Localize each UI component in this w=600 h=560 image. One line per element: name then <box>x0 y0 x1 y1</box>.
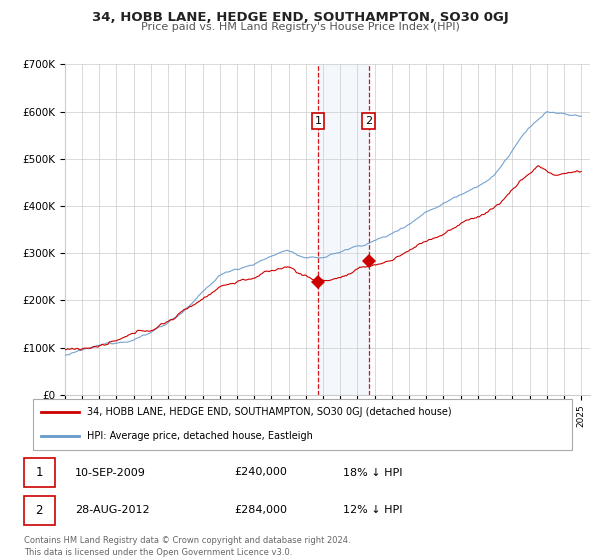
Bar <box>318 64 368 395</box>
Text: 1: 1 <box>314 116 322 126</box>
Text: 2: 2 <box>35 504 43 517</box>
Text: 10-SEP-2009: 10-SEP-2009 <box>75 468 146 478</box>
Text: 2: 2 <box>365 116 372 126</box>
FancyBboxPatch shape <box>33 399 572 450</box>
Text: HPI: Average price, detached house, Eastleigh: HPI: Average price, detached house, East… <box>88 431 313 441</box>
Text: Price paid vs. HM Land Registry's House Price Index (HPI): Price paid vs. HM Land Registry's House … <box>140 22 460 32</box>
Bar <box>24 458 55 487</box>
Text: Contains HM Land Registry data © Crown copyright and database right 2024.
This d: Contains HM Land Registry data © Crown c… <box>24 536 350 557</box>
Text: £284,000: £284,000 <box>235 505 287 515</box>
Text: 18% ↓ HPI: 18% ↓ HPI <box>343 468 403 478</box>
Text: 1: 1 <box>35 466 43 479</box>
Text: 28-AUG-2012: 28-AUG-2012 <box>75 505 149 515</box>
Text: £240,000: £240,000 <box>235 468 287 478</box>
Text: 34, HOBB LANE, HEDGE END, SOUTHAMPTON, SO30 0GJ: 34, HOBB LANE, HEDGE END, SOUTHAMPTON, S… <box>92 11 508 24</box>
Text: 12% ↓ HPI: 12% ↓ HPI <box>343 505 403 515</box>
Bar <box>24 496 55 525</box>
Text: 34, HOBB LANE, HEDGE END, SOUTHAMPTON, SO30 0GJ (detached house): 34, HOBB LANE, HEDGE END, SOUTHAMPTON, S… <box>88 407 452 417</box>
